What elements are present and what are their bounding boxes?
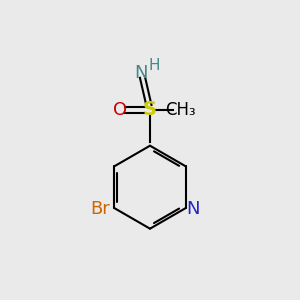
Text: N: N [135,64,148,82]
Text: Br: Br [90,200,110,218]
Text: N: N [186,200,200,218]
Text: H: H [148,58,160,73]
Text: O: O [113,101,127,119]
Text: S: S [143,100,157,119]
Text: CH₃: CH₃ [165,101,195,119]
